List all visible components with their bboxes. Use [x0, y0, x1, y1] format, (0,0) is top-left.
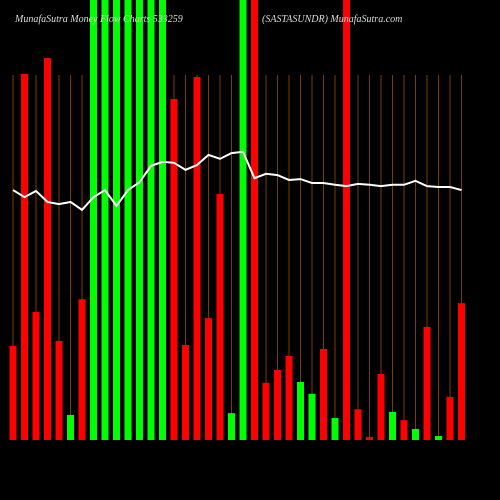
bar [389, 411, 396, 440]
bar [285, 355, 293, 440]
bar [400, 420, 408, 440]
bar [435, 436, 442, 440]
bar [67, 414, 74, 440]
bar [274, 370, 281, 440]
bar [308, 393, 316, 440]
bar [159, 0, 166, 440]
bar [44, 58, 51, 441]
bar [320, 348, 327, 440]
bar [239, 0, 247, 440]
bar [354, 409, 362, 440]
bar [377, 374, 385, 440]
bar [170, 99, 178, 440]
bar [113, 0, 120, 440]
bars [9, 0, 465, 441]
bar [458, 303, 465, 440]
bar [412, 429, 419, 440]
bar [366, 436, 373, 440]
bar [193, 77, 201, 440]
bar [251, 0, 258, 440]
bar [182, 344, 189, 440]
bar [262, 382, 270, 440]
bar [90, 0, 97, 440]
bar [124, 0, 132, 440]
chart-title: MunafaSutra Money Flow Charts 533259 [14, 14, 183, 25]
bar [343, 0, 350, 440]
bar [55, 341, 63, 440]
bar [78, 299, 86, 440]
bar [423, 326, 431, 440]
bar [297, 381, 304, 440]
bar [147, 0, 155, 440]
bar [216, 194, 224, 440]
money-flow-line [12, 150, 462, 212]
bar [136, 0, 143, 440]
bar [228, 413, 235, 440]
bar [21, 73, 28, 441]
bar [9, 345, 17, 440]
bar [101, 0, 109, 440]
bar [32, 311, 40, 440]
bar [205, 318, 212, 440]
bar [446, 396, 454, 440]
bar [331, 418, 339, 440]
chart-subtitle: (SASTASUNDR) MunafaSutra.com [262, 14, 402, 25]
